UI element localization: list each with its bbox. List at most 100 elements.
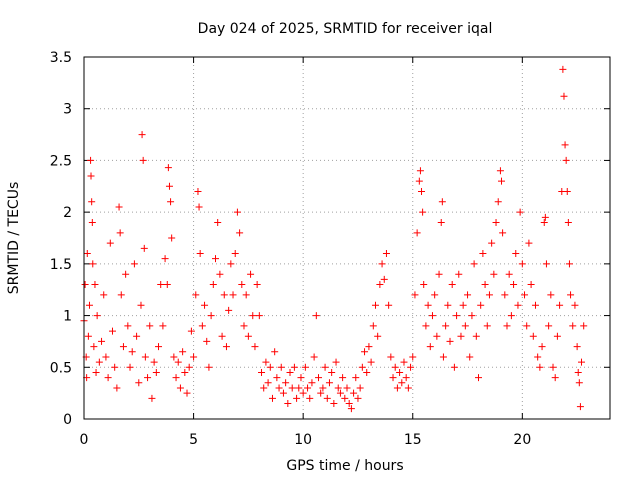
data-point — [521, 291, 529, 299]
data-point — [490, 270, 498, 278]
data-point — [144, 374, 152, 382]
data-point — [187, 327, 195, 335]
data-point — [192, 291, 200, 299]
data-point — [352, 374, 360, 382]
data-point — [212, 255, 219, 263]
data-point — [461, 322, 469, 330]
data-point — [201, 301, 209, 309]
data-point — [87, 156, 95, 164]
data-point — [475, 374, 482, 382]
data-point — [457, 332, 465, 340]
data-point — [286, 368, 294, 376]
data-point — [102, 353, 110, 361]
data-point — [468, 312, 476, 320]
chart-title: Day 024 of 2025, SRMTID for receiver iqa… — [198, 21, 493, 37]
data-point — [371, 301, 379, 309]
data-point — [580, 322, 588, 330]
data-point — [229, 291, 237, 299]
data-point — [563, 187, 571, 195]
data-point — [347, 405, 355, 413]
data-point — [407, 363, 415, 371]
y-tick-label: 2 — [63, 205, 72, 221]
data-point — [190, 353, 198, 361]
x-tick-label: 0 — [80, 432, 89, 448]
data-point — [479, 250, 487, 258]
data-point — [282, 379, 290, 387]
data-point — [422, 322, 430, 330]
data-point — [172, 374, 180, 382]
data-point — [214, 218, 222, 226]
x-tick-label: 15 — [404, 432, 422, 448]
data-point — [163, 281, 171, 289]
data-point — [564, 218, 572, 226]
data-point — [251, 343, 259, 351]
data-point — [128, 348, 136, 356]
data-point — [571, 301, 579, 309]
data-point — [216, 270, 224, 278]
data-point — [183, 389, 191, 397]
data-point — [345, 399, 353, 407]
data-point — [85, 301, 93, 309]
data-point — [575, 379, 583, 387]
y-tick-labels: 0 0.5 1 1.5 2 2.5 3 3.5 — [50, 50, 72, 428]
y-tick-label: 1.5 — [50, 257, 72, 273]
data-point — [220, 291, 228, 299]
data-point — [538, 343, 546, 351]
data-point — [152, 368, 160, 376]
data-point — [315, 374, 323, 382]
data-point — [198, 322, 206, 330]
data-point — [492, 218, 500, 226]
data-point — [402, 374, 410, 382]
data-point — [409, 353, 417, 361]
data-point — [416, 167, 424, 175]
data-point — [505, 270, 513, 278]
x-tick-labels: 0 5 10 15 20 — [80, 432, 532, 448]
data-point — [444, 301, 452, 309]
data-point — [297, 374, 305, 382]
y-tick-label: 0.5 — [50, 360, 72, 376]
data-point — [529, 332, 537, 340]
data-point — [301, 363, 309, 371]
data-point — [222, 343, 230, 351]
data-point — [534, 353, 542, 361]
data-point — [376, 281, 384, 289]
data-point — [260, 384, 268, 392]
data-point — [525, 239, 533, 247]
data-point — [319, 384, 327, 392]
data-point — [124, 322, 132, 330]
data-point — [442, 322, 450, 330]
data-point — [323, 394, 331, 402]
data-point — [439, 353, 447, 361]
data-point — [138, 131, 146, 139]
data-point — [354, 394, 362, 402]
data-point — [242, 291, 250, 299]
data-point — [88, 218, 96, 226]
data-point — [116, 229, 124, 237]
data-point — [536, 363, 544, 371]
data-point — [308, 379, 316, 387]
data-point — [266, 363, 274, 371]
data-point — [481, 281, 489, 289]
data-point — [424, 301, 432, 309]
data-point — [549, 363, 557, 371]
data-point — [541, 213, 549, 221]
data-point — [277, 363, 285, 371]
data-point — [576, 403, 584, 411]
axis-ticks — [83, 56, 610, 420]
data-point — [91, 281, 99, 289]
data-point — [510, 281, 518, 289]
data-point — [299, 389, 307, 397]
data-point — [472, 332, 480, 340]
data-point — [122, 270, 130, 278]
data-point — [567, 291, 575, 299]
data-point — [433, 332, 441, 340]
data-point — [380, 275, 388, 283]
data-point — [146, 322, 154, 330]
y-tick-label: 2.5 — [50, 153, 72, 169]
data-point — [562, 156, 570, 164]
x-tick-label: 20 — [513, 432, 531, 448]
data-point — [295, 384, 303, 392]
data-point — [240, 322, 248, 330]
data-point — [415, 177, 423, 185]
data-point — [139, 156, 147, 164]
